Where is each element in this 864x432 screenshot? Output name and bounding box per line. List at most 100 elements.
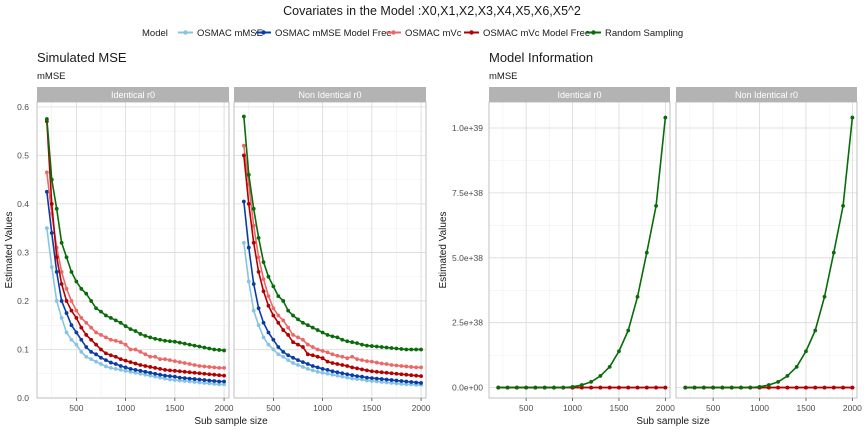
data-point <box>74 308 79 313</box>
data-point <box>104 313 108 318</box>
series-osmac-mmse-model-free <box>44 189 226 384</box>
data-point <box>212 382 217 386</box>
panel-border <box>675 101 858 399</box>
data-point <box>128 327 133 331</box>
series-osmac-mvc <box>44 170 226 370</box>
data-point <box>108 353 113 358</box>
data-point <box>246 202 251 206</box>
x-tick-label: 2000 <box>412 403 431 413</box>
data-point <box>330 334 335 339</box>
data-point <box>222 348 226 353</box>
data-point <box>644 385 649 390</box>
x-tick-label: 1500 <box>796 403 815 413</box>
data-point <box>79 350 84 354</box>
data-point <box>514 385 519 390</box>
data-point <box>118 364 123 368</box>
data-point <box>369 359 374 364</box>
data-point <box>409 380 414 384</box>
data-point <box>360 358 364 363</box>
facet-strip <box>37 87 229 102</box>
data-point <box>104 351 108 356</box>
chart-simulated-mse: Simulated MSE mMSE 0.0 0.1 0.2 0.3 0.4 0.5 0.6 Es… <box>4 50 431 427</box>
data-point <box>54 269 59 274</box>
data-point <box>315 365 320 370</box>
data-point <box>192 370 197 375</box>
data-point <box>296 358 300 363</box>
data-point <box>389 378 394 382</box>
data-point <box>414 380 419 385</box>
x-tick-label: 500 <box>266 403 280 413</box>
data-point <box>379 345 384 349</box>
data-point <box>113 362 118 366</box>
data-point <box>89 337 94 342</box>
data-point <box>748 385 753 390</box>
data-point <box>776 380 780 384</box>
data-point <box>207 346 212 351</box>
data-point <box>197 344 202 349</box>
data-point <box>286 358 291 363</box>
legend-marker-osmac-mvc-model-free <box>469 30 474 35</box>
data-point <box>335 373 340 378</box>
y-tick-label: 0.0 <box>17 393 29 403</box>
data-point <box>320 330 325 335</box>
data-point <box>261 289 266 294</box>
data-point <box>172 378 177 382</box>
data-point <box>291 340 295 345</box>
data-point <box>266 342 271 347</box>
data-point <box>350 340 355 345</box>
data-point <box>54 255 59 260</box>
data-point <box>108 366 113 370</box>
data-point <box>172 359 177 364</box>
data-point <box>355 357 359 362</box>
data-point <box>374 369 379 374</box>
data-point <box>296 317 300 322</box>
data-point <box>369 369 374 374</box>
data-point <box>589 385 593 390</box>
data-point <box>202 345 207 350</box>
data-point <box>785 385 790 390</box>
data-point <box>384 377 389 382</box>
data-point <box>187 342 192 347</box>
facet-panel-non-identical-r0: Non Identical r0 500 1000 1500 2000 <box>675 87 862 413</box>
data-point <box>365 359 369 364</box>
data-point <box>163 338 167 343</box>
data-point <box>305 362 310 366</box>
data-point <box>766 383 771 387</box>
data-point <box>505 385 510 390</box>
data-point <box>172 368 177 373</box>
data-point <box>158 375 162 380</box>
data-point <box>241 114 246 119</box>
data-point <box>202 378 207 382</box>
data-point <box>182 361 187 365</box>
data-point <box>113 338 118 343</box>
data-point <box>99 362 103 366</box>
data-point <box>94 352 98 357</box>
data-point <box>365 375 369 380</box>
data-point <box>69 337 74 342</box>
data-point <box>94 359 98 364</box>
data-point <box>301 360 305 364</box>
data-point <box>276 320 281 325</box>
data-point <box>182 376 187 380</box>
data-point <box>281 350 286 354</box>
x-axis-title: Sub sample size <box>636 416 710 427</box>
data-point <box>841 385 845 390</box>
data-point <box>212 365 217 370</box>
data-point <box>172 374 177 379</box>
y-axis-title: Estimated Values <box>438 211 449 288</box>
facet-panel-identical-r0: Identical r0 500 1000 1500 2000 <box>488 87 675 413</box>
data-point <box>419 365 423 370</box>
data-point <box>177 378 182 383</box>
data-point <box>84 354 89 359</box>
data-point <box>74 330 79 335</box>
facet-strip-label: Non Identical r0 <box>298 90 361 100</box>
data-point <box>74 316 79 320</box>
data-point <box>794 385 799 390</box>
series-random-sampling <box>241 114 423 352</box>
legend-marker-osmac-mvc <box>391 30 396 35</box>
data-point <box>133 329 138 333</box>
legend-label-osmac-mmse-model-free: OSMAC mMSE Model Free <box>275 28 392 39</box>
legend-label-random-sampling: Random Sampling <box>605 28 683 39</box>
data-point <box>266 330 271 335</box>
